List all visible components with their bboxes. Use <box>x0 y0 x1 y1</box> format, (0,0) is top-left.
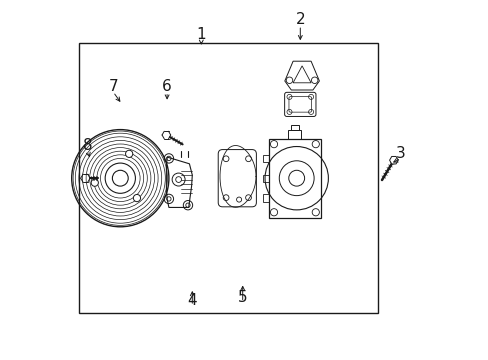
Bar <box>288 130 301 139</box>
Circle shape <box>133 194 140 202</box>
Circle shape <box>311 209 319 216</box>
Circle shape <box>112 170 128 186</box>
Text: 1: 1 <box>196 27 205 42</box>
Bar <box>79 43 377 313</box>
Bar <box>263 175 268 182</box>
Bar <box>268 139 320 218</box>
Circle shape <box>166 156 171 161</box>
Circle shape <box>166 197 171 201</box>
Polygon shape <box>389 157 397 164</box>
Circle shape <box>270 209 277 216</box>
Text: 4: 4 <box>187 293 197 308</box>
Circle shape <box>270 140 277 148</box>
Bar <box>290 125 299 130</box>
Text: 2: 2 <box>295 12 305 27</box>
Circle shape <box>125 150 133 157</box>
Circle shape <box>91 179 98 186</box>
Circle shape <box>311 140 319 148</box>
Text: 7: 7 <box>108 79 118 94</box>
Text: 8: 8 <box>83 138 93 153</box>
Text: 6: 6 <box>162 79 172 94</box>
Bar <box>263 194 268 202</box>
Circle shape <box>185 203 190 207</box>
Text: 5: 5 <box>237 289 247 305</box>
Text: 3: 3 <box>395 145 405 161</box>
Bar <box>263 155 268 162</box>
